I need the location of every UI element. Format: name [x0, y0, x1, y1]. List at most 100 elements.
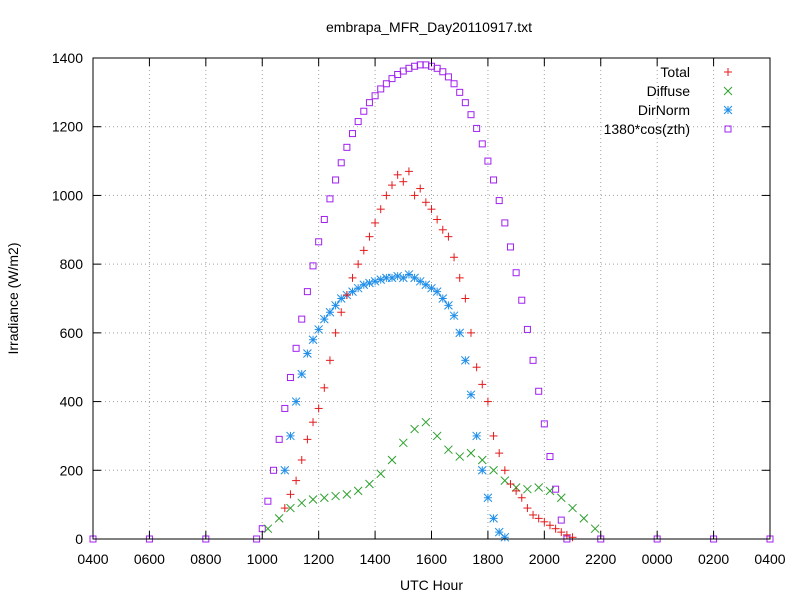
data-point	[376, 205, 385, 214]
x-tick-label: 1000	[247, 551, 278, 567]
data-point	[483, 493, 493, 503]
x-tick-label: 0400	[77, 551, 108, 567]
data-point	[298, 315, 306, 323]
data-point	[466, 448, 476, 458]
data-point	[551, 524, 560, 533]
data-point	[410, 191, 419, 200]
data-point	[444, 73, 452, 81]
data-point	[472, 431, 481, 441]
data-point	[292, 476, 301, 485]
data-point	[331, 328, 340, 337]
data-point	[319, 314, 329, 324]
data-point	[359, 246, 368, 255]
data-point	[506, 243, 514, 251]
legend-marker	[723, 86, 733, 96]
data-point	[353, 486, 363, 496]
data-point	[337, 159, 345, 167]
data-point	[477, 465, 487, 475]
data-point	[500, 466, 509, 475]
data-point	[404, 167, 413, 176]
data-point	[529, 510, 538, 519]
data-point	[264, 497, 272, 505]
data-point	[314, 404, 323, 413]
data-point	[388, 75, 396, 83]
data-point	[552, 485, 560, 493]
data-point	[518, 296, 526, 304]
x-tick-label: 1800	[472, 551, 503, 567]
x-tick-label: 0200	[698, 551, 729, 567]
data-point	[303, 435, 312, 444]
data-point	[579, 514, 589, 523]
data-point	[370, 276, 380, 286]
data-point	[286, 490, 295, 499]
data-point	[325, 307, 335, 317]
y-tick-label: 400	[60, 394, 84, 410]
data-point	[534, 514, 543, 523]
data-point	[303, 349, 312, 358]
data-point	[450, 253, 459, 262]
data-point	[523, 504, 532, 513]
data-point	[387, 273, 397, 283]
data-point	[291, 397, 301, 406]
data-point	[478, 140, 486, 148]
data-point	[371, 92, 379, 100]
data-point	[263, 524, 273, 534]
data-point	[455, 452, 465, 461]
data-point	[297, 455, 306, 464]
x-tick-label: 0400	[754, 551, 785, 567]
x-tick-label: 2200	[585, 551, 616, 567]
y-tick-label: 0	[75, 531, 83, 547]
data-point	[326, 195, 334, 203]
data-point	[568, 503, 577, 513]
series-layer	[89, 61, 774, 543]
data-point	[382, 80, 390, 88]
data-point	[377, 85, 385, 93]
data-point	[506, 480, 515, 489]
data-point	[568, 533, 577, 542]
y-axis-title: Irradiance (W/m2)	[5, 242, 21, 354]
data-point	[449, 311, 459, 321]
data-point	[500, 532, 510, 542]
data-point	[353, 283, 363, 293]
data-point	[365, 99, 373, 107]
data-point	[314, 325, 324, 334]
data-point	[438, 294, 448, 303]
data-point	[342, 489, 352, 499]
data-point	[517, 493, 526, 502]
data-point	[286, 503, 295, 513]
data-point	[387, 455, 397, 465]
data-point	[393, 271, 403, 281]
x-tick-label: 0600	[134, 551, 165, 567]
data-point	[365, 479, 374, 489]
legend-label: 1380*cos(zth)	[604, 121, 690, 137]
data-point	[410, 424, 419, 434]
data-point	[489, 431, 498, 440]
y-tick-label: 1000	[52, 187, 83, 203]
x-tick-label: 1200	[303, 551, 334, 567]
data-point	[371, 218, 380, 227]
x-tick-label: 0000	[642, 551, 673, 567]
x-tick-label: 0800	[190, 551, 221, 567]
legend-marker	[724, 125, 732, 133]
data-point	[331, 301, 340, 310]
data-point	[455, 328, 465, 338]
data-point	[360, 107, 368, 115]
data-point	[427, 205, 436, 214]
data-point	[292, 344, 300, 352]
data-point	[337, 308, 346, 317]
legend-label: DirNorm	[638, 102, 690, 118]
data-point	[438, 225, 447, 234]
data-point	[483, 397, 492, 406]
x-axis-title: UTC Hour	[400, 577, 463, 593]
data-point	[477, 455, 487, 465]
data-point	[280, 465, 290, 475]
data-point	[274, 514, 284, 523]
data-point	[512, 486, 521, 495]
chart-title: embrapa_MFR_Day20110917.txt	[326, 19, 532, 35]
data-point	[421, 280, 431, 290]
data-point	[472, 363, 481, 372]
data-point	[557, 528, 566, 537]
data-point	[297, 498, 307, 508]
data-point	[332, 176, 340, 184]
data-point	[456, 88, 464, 96]
